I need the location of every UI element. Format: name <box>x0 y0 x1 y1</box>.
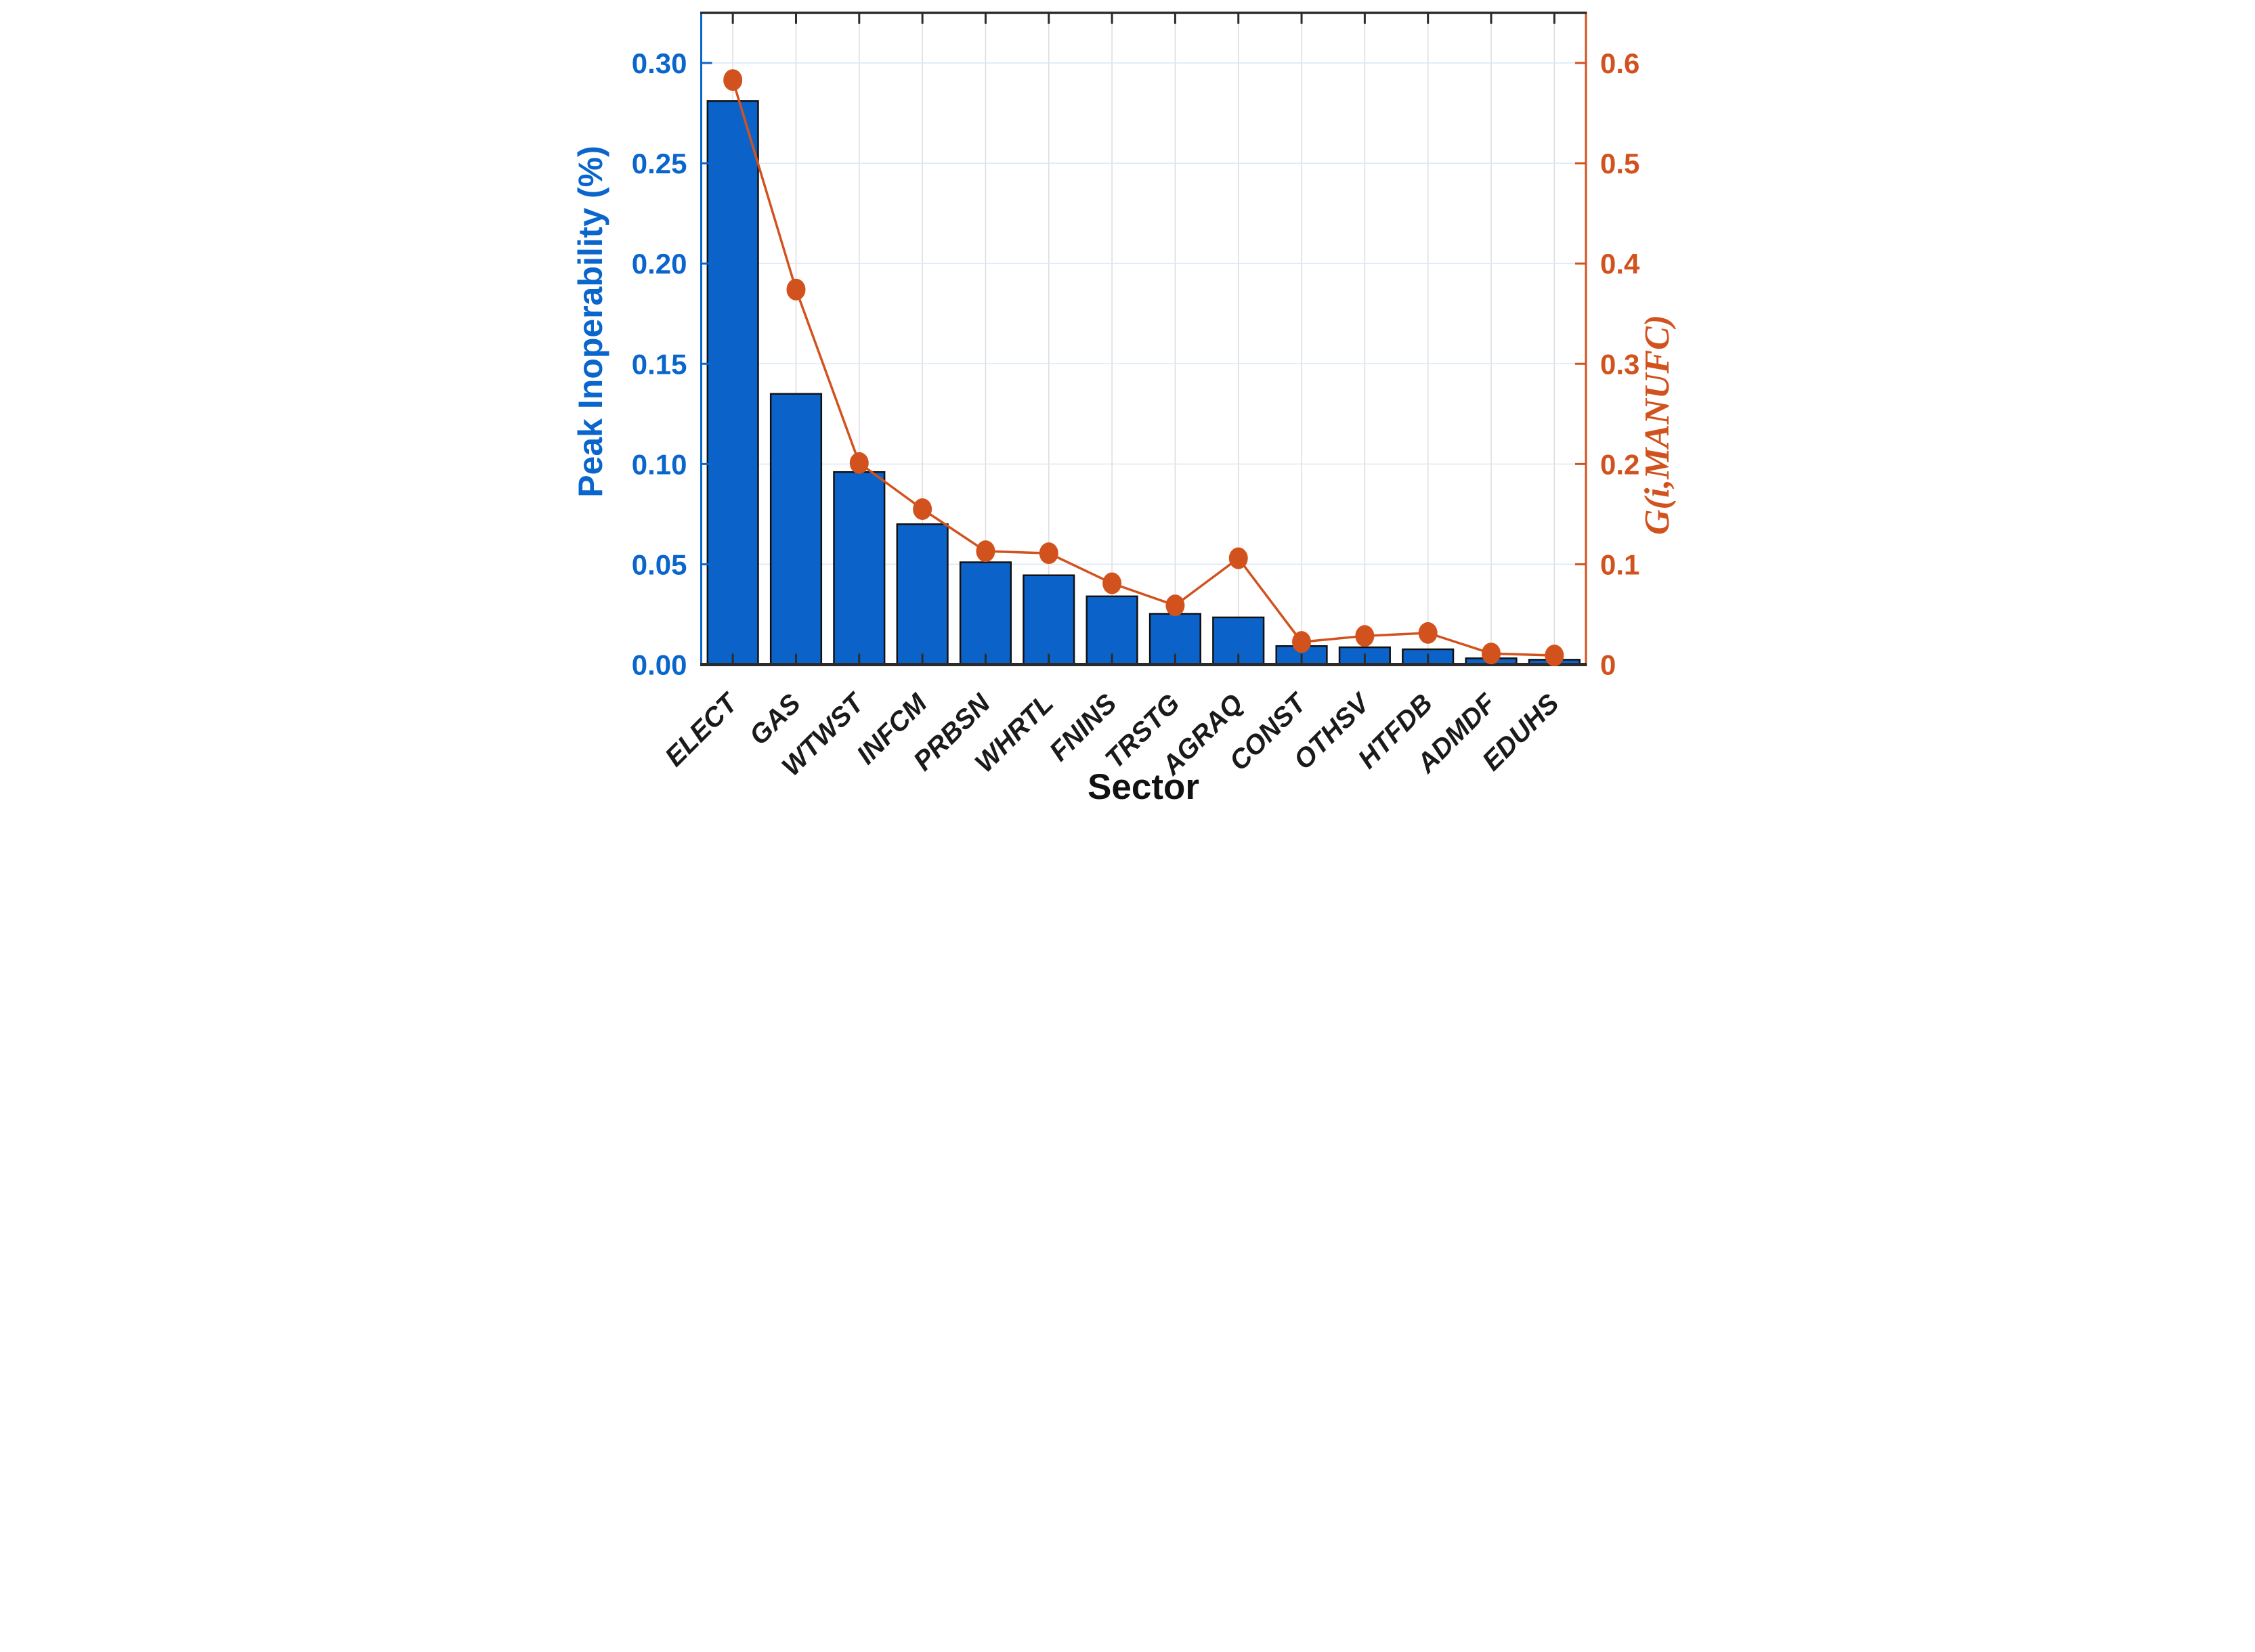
y-axis-title-left: Peak Inoperability (%) <box>572 146 609 498</box>
bars-layer <box>706 100 1581 666</box>
grid-layer <box>701 13 1586 665</box>
bar-prbsn <box>959 561 1012 666</box>
line-marker-gas <box>786 278 805 301</box>
y-tick-label-left: 0.20 <box>631 248 687 280</box>
line-marker-elect <box>723 69 742 91</box>
bar-infcm <box>896 523 949 666</box>
line-series-layer <box>723 69 1564 667</box>
line-marker-admdf <box>1481 643 1501 665</box>
bar-whrtl <box>1022 574 1075 666</box>
dual-axis-bar-line-chart: 0.00 0.05 0.10 0.15 0.20 0.25 0.30 0 0.1 0.2 0.3 0.… <box>563 0 1692 826</box>
y-tick-label-left: 0.30 <box>631 47 687 79</box>
line-marker-fnins <box>1102 572 1121 594</box>
y-tick-label-right: 0.6 <box>1600 47 1639 79</box>
line-marker-infcm <box>912 498 932 520</box>
bar-elect <box>706 100 759 666</box>
bar-gas <box>769 393 822 666</box>
y-tick-label-right: 0.3 <box>1600 348 1639 380</box>
y-tick-label-left: 0.15 <box>631 348 687 380</box>
line-marker-htfdb <box>1418 622 1438 644</box>
y-tick-label-right: 0 <box>1600 649 1616 681</box>
x-axis-title: Sector <box>1088 767 1199 807</box>
line-marker-whrtl <box>1039 542 1058 565</box>
y-tick-label-left: 0.10 <box>631 448 687 480</box>
line-marker-agraq <box>1228 547 1248 569</box>
axes-layer <box>700 12 1587 666</box>
y-axis-title-right: G(i,MANUFC) <box>1638 315 1677 535</box>
line-marker-prbsn <box>975 540 995 563</box>
bar-wtwst <box>832 471 885 666</box>
line-marker-const <box>1291 631 1311 653</box>
y-tick-label-right: 0.2 <box>1600 448 1639 480</box>
y-tick-label-right: 0.4 <box>1600 248 1640 280</box>
y-tick-label-right: 0.5 <box>1600 148 1639 179</box>
line-marker-eduhs <box>1544 645 1564 667</box>
y-tick-label-left: 0.05 <box>631 548 687 580</box>
y-tick-label-left: 0.25 <box>631 148 687 179</box>
figure-container: 0.00 0.05 0.10 0.15 0.20 0.25 0.30 0 0.1 0.2 0.3 0.… <box>563 0 1692 826</box>
line-series <box>731 79 1554 657</box>
y-tick-label-right: 0.1 <box>1600 548 1639 580</box>
x-category-label-elect: ELECT <box>659 687 744 772</box>
line-marker-wtwst <box>849 452 869 474</box>
line-marker-trstg <box>1165 594 1184 617</box>
y-tick-label-left: 0.00 <box>631 649 687 681</box>
line-marker-othsv <box>1354 625 1374 647</box>
